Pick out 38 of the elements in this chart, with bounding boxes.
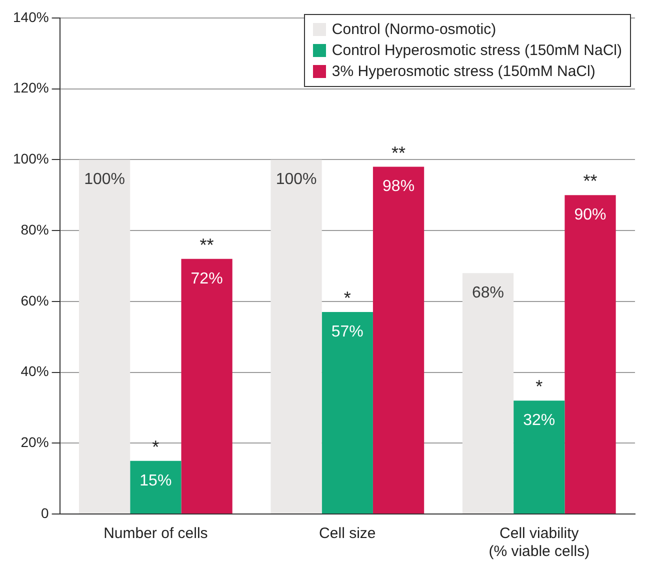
y-tick-label: 20% — [20, 434, 49, 450]
bar — [78, 160, 130, 514]
data-label: 90% — [574, 206, 606, 224]
legend-label: Control Hyperosmotic stress (150mM NaCl) — [332, 41, 622, 61]
annotation: * — [344, 288, 351, 308]
y-tick-label: 80% — [20, 221, 49, 238]
annotation: ** — [583, 171, 598, 192]
bar — [181, 258, 232, 514]
bar — [270, 160, 322, 514]
y-tick-label: 140% — [12, 8, 49, 25]
annotation: ** — [200, 234, 214, 255]
y-tick-label: 60% — [20, 292, 49, 308]
bar — [130, 460, 182, 514]
data-label: 100% — [84, 171, 126, 188]
y-tick-label: 100% — [12, 150, 49, 167]
x-tick-label: Cell viability (% viable cells) — [488, 525, 590, 560]
bar — [462, 273, 514, 514]
data-label: 68% — [472, 284, 504, 302]
data-label: 15% — [140, 472, 172, 490]
bar — [322, 312, 373, 514]
bar — [514, 400, 565, 514]
x-tick-label: Cell size — [319, 525, 376, 542]
annotation: ** — [392, 142, 406, 163]
annotation: * — [536, 376, 543, 397]
data-label: 32% — [523, 412, 556, 430]
data-label: 57% — [331, 323, 364, 340]
bar — [372, 166, 424, 514]
data-label: 100% — [276, 171, 317, 188]
x-tick-label: Number of cells — [104, 525, 208, 542]
y-tick-label: 0 — [41, 504, 50, 521]
data-label: 98% — [382, 178, 415, 196]
legend-label: Control (Normo-osmotic) — [332, 20, 496, 40]
annotation: * — [152, 436, 160, 457]
data-label: 72% — [190, 270, 223, 288]
y-tick-label: 40% — [20, 363, 49, 380]
bar — [564, 195, 616, 514]
legend-label: 3% Hyperosmotic stress (150mM NaCl) — [332, 62, 596, 82]
y-tick-label: 120% — [12, 80, 49, 96]
